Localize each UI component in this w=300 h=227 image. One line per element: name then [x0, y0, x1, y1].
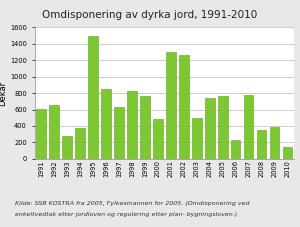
Bar — [283, 147, 292, 159]
Bar — [114, 107, 124, 159]
Bar — [179, 55, 189, 159]
Bar — [62, 136, 72, 159]
Bar — [101, 89, 111, 159]
Y-axis label: Dekar: Dekar — [0, 81, 7, 106]
Bar — [166, 52, 175, 159]
Bar — [192, 118, 202, 159]
Bar — [218, 96, 227, 159]
Bar — [88, 36, 98, 159]
Bar — [49, 105, 59, 159]
Bar — [257, 130, 266, 159]
Bar — [75, 128, 85, 159]
Bar — [231, 140, 241, 159]
Text: Omdisponering av dyrka jord, 1991-2010: Omdisponering av dyrka jord, 1991-2010 — [42, 10, 258, 20]
Bar — [205, 98, 214, 159]
Text: Kilde: SSB KOSTRA fra 2005, Fylkesmannen for 2005. (Omdisponering ved: Kilde: SSB KOSTRA fra 2005, Fylkesmannen… — [15, 201, 250, 206]
Bar — [244, 95, 254, 159]
Bar — [127, 91, 137, 159]
Bar — [36, 109, 46, 159]
Bar — [153, 119, 163, 159]
Text: enkeltvedtak etter jordloven og regulering etter plan- bygningsloven.): enkeltvedtak etter jordloven og reguleri… — [15, 212, 237, 217]
Bar — [140, 96, 150, 159]
Bar — [270, 127, 279, 159]
